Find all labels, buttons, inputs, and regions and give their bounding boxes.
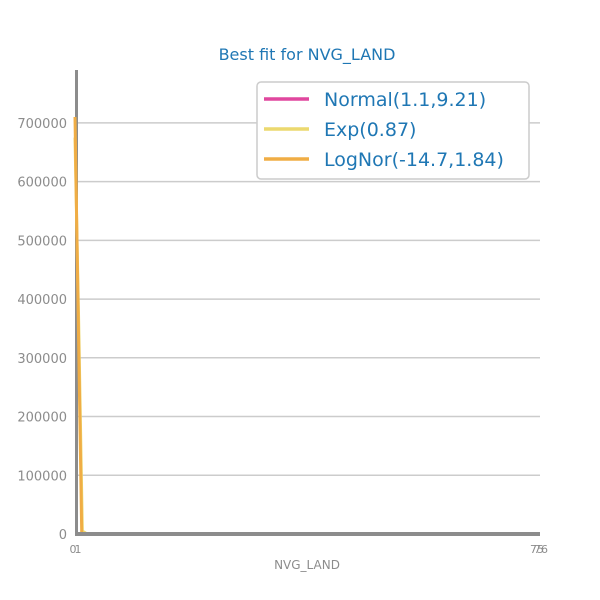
y-tick-label: 200000 [17,411,67,426]
legend-label: Normal(1.1,9.21) [324,89,486,111]
chart-title: Best fit for NVG_LAND [219,45,396,65]
x-tick-label: 76 [534,543,548,556]
y-axis-ticks: 0 100000 200000 300000 400000 500000 600000 700… [17,117,67,543]
y-tick-label: 300000 [17,352,67,367]
legend: Normal(1.1,9.21) Exp(0.87) LogNor(-14.7,1.… [256,81,530,180]
y-tick-label: 600000 [17,176,67,191]
y-tick-label: 700000 [17,117,67,132]
y-tick-label: 500000 [17,234,67,249]
x-axis-label: NVG_LAND [274,558,340,572]
legend-box [256,81,530,180]
y-tick-label: 0 [59,528,67,543]
x-tick-label: 0 [70,543,77,556]
x-tick-label: 1 [75,543,82,556]
y-tick-label: 400000 [17,293,67,308]
y-tick-label: 100000 [17,469,67,484]
grid-lines [75,122,540,477]
legend-label: Exp(0.87) [324,119,416,141]
legend-label: LogNor(-14.7,1.84) [324,149,504,171]
x-tick-label: 75 [530,543,544,556]
